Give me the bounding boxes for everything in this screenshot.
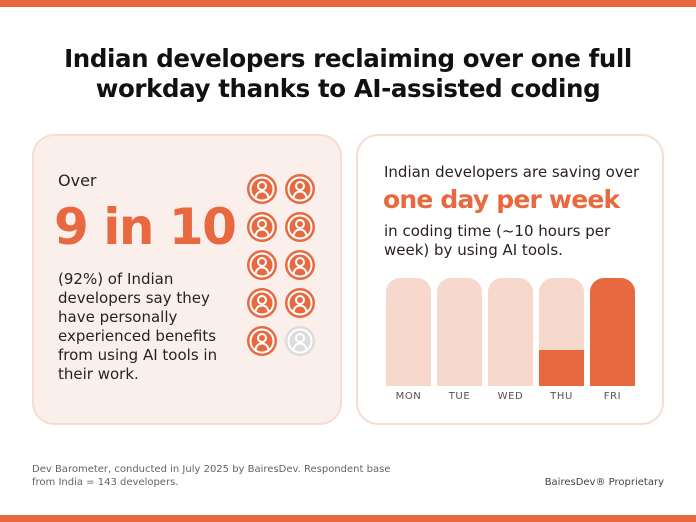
person-icon [284, 287, 316, 319]
right-intro: Indian developers are saving over [384, 163, 640, 181]
right-description: in coding time (~10 hours per week) by u… [384, 222, 611, 259]
person-icon [284, 211, 316, 243]
day-label-fri: FRI [603, 391, 622, 402]
proprietary-note: BairesDev® Proprietary [544, 477, 664, 488]
top-accent-bar [0, 0, 696, 7]
person-icon [246, 287, 278, 319]
over-label: Over [58, 171, 97, 190]
day-column-mon [386, 278, 431, 386]
week-chart [386, 278, 638, 386]
person-icon [246, 249, 278, 281]
big-stat: 9 in 10 [54, 198, 237, 256]
day-column-tue [437, 278, 482, 386]
day-label-mon: MON [395, 391, 422, 402]
headline: Indian developers reclaiming over one fu… [64, 44, 632, 103]
right-highlight: one day per week [383, 185, 620, 214]
day-column-thu [539, 278, 584, 386]
day-column-fri [590, 278, 635, 386]
person-icon [246, 173, 278, 205]
day-label-wed: WED [497, 391, 524, 402]
day-fill-thu [539, 350, 584, 386]
day-fill-fri [590, 278, 635, 386]
person-icon [284, 249, 316, 281]
left-description: (92%) of Indian developers say they have… [58, 270, 218, 383]
person-icon [246, 211, 278, 243]
people-icon-grid [246, 173, 316, 357]
day-column-wed [488, 278, 533, 386]
bottom-accent-bar [0, 515, 696, 522]
person-icon [284, 325, 316, 357]
person-icon [284, 173, 316, 205]
day-label-thu: THU [550, 391, 573, 402]
person-icon [246, 325, 278, 357]
source-footnote: Dev Barometer, conducted in July 2025 by… [32, 464, 391, 488]
day-label-tue: TUE [448, 391, 471, 402]
